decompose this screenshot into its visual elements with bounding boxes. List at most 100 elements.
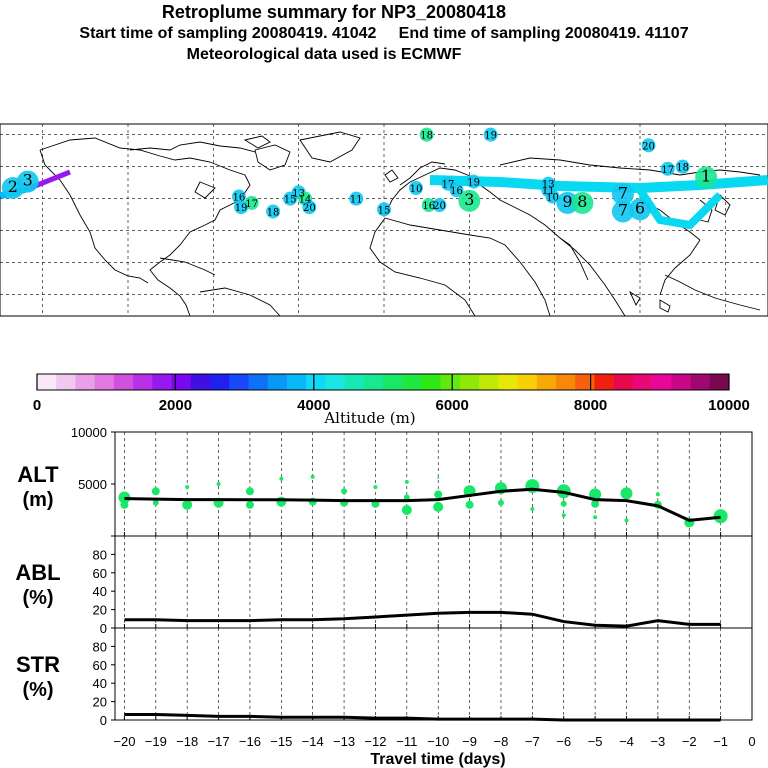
y-tick-label: 80	[93, 639, 107, 654]
colorbar-cell	[229, 374, 249, 390]
y-tick-label: 40	[93, 676, 107, 691]
colorbar-cell	[402, 374, 422, 390]
plume-day-label: 11	[350, 195, 363, 206]
plume-day-label: 10	[546, 193, 559, 204]
y-tick-label: 80	[93, 547, 107, 562]
altitude-colorbar: 0 2000 4000 6000 8000 10000 Altitude (m)	[33, 373, 750, 427]
plume-day-label: 17	[442, 180, 455, 191]
plume-position-marker	[377, 202, 391, 217]
altitude-spread-point	[373, 485, 378, 490]
colorbar-cell	[363, 374, 384, 390]
plume-position-marker	[231, 189, 246, 204]
x-tick-label: −17	[208, 734, 230, 749]
colorbar-cell	[594, 374, 614, 390]
x-tick-label: −14	[302, 734, 324, 749]
colorbar-cell	[613, 374, 634, 390]
altitude-spread-point	[310, 474, 315, 479]
plume-position-marker	[641, 138, 656, 153]
sampling-time-line: Start time of sampling 20080419. 41042 E…	[79, 25, 689, 42]
altitude-spread-point	[434, 490, 443, 499]
x-tick-label: −11	[396, 734, 417, 749]
altitude-spread-point	[276, 496, 287, 507]
plume-day-label: 2	[8, 177, 18, 196]
plume-positions	[1, 127, 718, 223]
plume-position-marker	[660, 161, 675, 176]
colorbar-cell	[75, 374, 95, 390]
altitude-spread-point	[216, 482, 221, 486]
x-tick-label: −6	[556, 734, 571, 749]
page-title: Retroplume summary for NP3_20080418	[161, 2, 507, 22]
altitude-spread-point	[591, 499, 600, 508]
altitude-spread-point	[245, 487, 254, 496]
panel-frame	[114, 431, 753, 537]
plume-day-label: 19	[235, 203, 248, 214]
map-gridlines	[0, 124, 768, 316]
plume-position-marker	[266, 204, 281, 219]
altitude-spread-point	[152, 499, 159, 506]
plume-day-label: 13	[542, 180, 555, 191]
colorbar-cell	[133, 374, 153, 390]
x-tick-label: −9	[462, 734, 477, 749]
plume-position-marker	[466, 174, 481, 189]
altitude-spread-point	[561, 513, 566, 518]
plume-day-label: 15	[284, 195, 297, 206]
plume-day-label: 17	[245, 199, 258, 210]
x-tick-label: −10	[427, 734, 449, 749]
x-tick-label: −20	[113, 734, 135, 749]
y-tick-label: 20	[93, 695, 107, 710]
plume-position-marker	[611, 183, 634, 206]
plume-position-marker	[349, 191, 364, 206]
x-tick-label: −3	[650, 734, 665, 749]
colorbar-cell	[690, 374, 711, 390]
altitude-spread-point	[437, 476, 440, 479]
altitude-spread-point	[245, 500, 254, 509]
colorbar-cell	[325, 374, 345, 390]
colorbar-cell	[37, 374, 57, 390]
altitude-spread-point	[713, 509, 728, 524]
plume-day-label: 14	[299, 195, 312, 206]
plume-day-label: 18	[676, 163, 689, 174]
altitude-spread-point	[341, 488, 348, 495]
panel-label: STR	[16, 652, 60, 677]
altitude-spread-point	[560, 500, 567, 507]
panel-unit: (m)	[22, 489, 53, 511]
altitude-spread-point	[120, 500, 129, 509]
altitude-spread-point	[404, 479, 409, 484]
x-tick-label: −7	[525, 734, 540, 749]
colorbar-cell	[575, 374, 595, 390]
altitude-spread-point	[279, 476, 284, 481]
plume-position-marker	[283, 191, 298, 206]
colorbar-cell	[709, 374, 730, 390]
plume-day-label: 9	[562, 192, 572, 211]
x-tick-label: −1	[713, 734, 728, 749]
altitude-spread-point	[465, 500, 474, 509]
plume-day-label: 7	[618, 183, 628, 202]
series-line-abl	[124, 610, 721, 628]
plume-position-marker	[483, 127, 498, 142]
x-tick-label: −13	[333, 734, 355, 749]
y-tick-label: 10000	[71, 425, 107, 440]
colorbar-cell	[383, 374, 403, 390]
colorbar-cell	[517, 374, 538, 390]
x-tick-label: −16	[239, 734, 261, 749]
panel-label: ALT	[17, 462, 59, 487]
panel-alt: 5000 10000 ALT(m)	[17, 425, 753, 537]
colorbar-cell	[344, 374, 365, 390]
plume-position-marker	[234, 200, 249, 215]
plume-position-marker	[545, 189, 560, 204]
plume-position-marker	[16, 170, 39, 193]
panel-unit: (%)	[22, 587, 53, 609]
colorbar-cells	[37, 374, 730, 390]
plume-day-label: 10	[410, 184, 423, 195]
plume-day-label: 6	[635, 198, 645, 217]
altitude-spread-point	[530, 506, 535, 511]
plume-day-label: 8	[577, 192, 587, 211]
plume-day-label: 13	[292, 188, 305, 199]
y-tick-label: 20	[93, 603, 107, 618]
x-tick-label: 0	[748, 734, 755, 749]
colorbar-cell	[556, 374, 576, 390]
plume-day-label: 19	[467, 178, 480, 189]
plume-position-marker	[611, 200, 634, 223]
y-tick-label: 0	[100, 621, 107, 636]
